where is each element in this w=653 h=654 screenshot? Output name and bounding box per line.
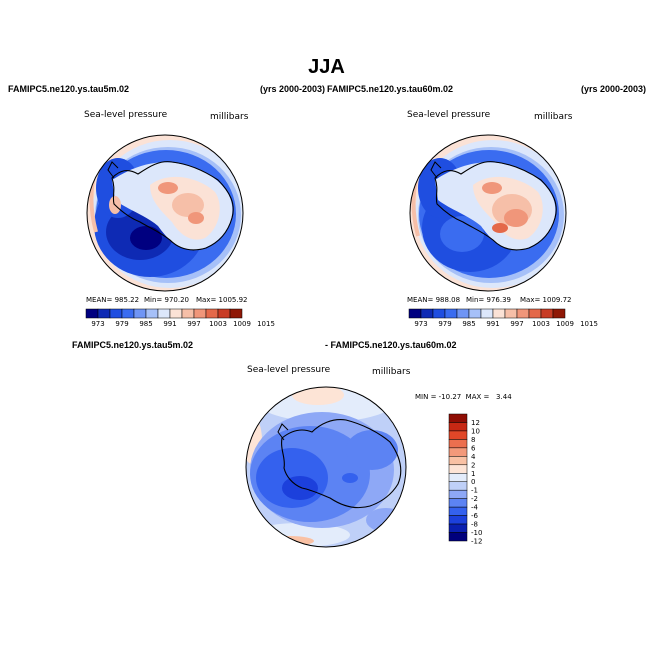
diff-colorbar-swatch [448,439,468,449]
diff-colorbar-swatch [448,532,468,542]
diff-colorbar-tick-label: -4 [471,504,479,512]
left-years-label: (yrs 2000-2003) [260,84,326,94]
left-colorbar-tick-label: 1003 [209,320,227,328]
right-colorbar-tick-label: 985 [462,320,475,328]
diff-colorbar-swatch [448,464,468,474]
right-case-label: FAMIPC5.ne120.ys.tau60m.02 [327,84,454,94]
diff-colorbar-swatch [448,422,468,432]
left-colorbar-swatch [229,308,243,319]
diff-colorbar-tick-label: 10 [471,427,480,435]
right-colorbar-tick-label: 1009 [556,320,574,328]
left-variable-title: Sea-level pressure [84,110,168,120]
right-mean-stat: MEAN= 988.08 [407,296,461,304]
right-max-stat: Max= 1009.72 [520,296,572,304]
diff-colorbar-tick-label: 4 [471,453,476,461]
diff-colorbar-swatch [448,447,468,457]
diff-colorbar-swatch [448,430,468,440]
right-min-stat: Min= 976.39 [466,296,512,304]
diff-colorbar-tick-label: -12 [471,538,482,546]
left-mean-stat: MEAN= 985.22 [86,296,140,304]
diff-case-b-label: - FAMIPC5.ne120.ys.tau60m.02 [325,340,457,350]
left-max-stat: Max= 1005.92 [196,296,248,304]
diff-colorbar-tick-label: -10 [471,529,482,537]
diff-colorbar-swatch [448,413,468,423]
left-case-label: FAMIPC5.ne120.ys.tau5m.02 [8,84,130,94]
left-min-stat: Min= 970.20 [144,296,190,304]
diff-colorbar-tick-label: -2 [471,495,478,503]
left-colorbar-tick-label: 973 [91,320,104,328]
left-colorbar-tick-label: 991 [163,320,176,328]
right-units-label: millibars [534,112,573,122]
diff-colorbar-tick-label: -8 [471,521,478,529]
diff-colorbar-tick-label: -1 [471,487,478,495]
diff-colorbar-tick-label: -6 [471,512,479,520]
diff-colorbar-swatch [448,473,468,482]
page-title: JJA [308,56,345,78]
right-colorbar-tick-label: 997 [510,320,523,328]
right-colorbar-swatch [552,308,566,319]
right-colorbar-tick-label: 979 [438,320,451,328]
left-colorbar-tick-label: 997 [187,320,200,328]
left-colorbar-tick-label: 985 [139,320,152,328]
right-colorbar-tick-label: 1015 [580,320,598,328]
diff-colorbar-tick-label: 0 [471,478,475,486]
diff-variable-title: Sea-level pressure [247,365,331,375]
diff-colorbar-swatch [448,506,468,516]
right-colorbar-tick-label: 991 [486,320,499,328]
diff-colorbar-tick-label: 12 [471,419,480,427]
right-colorbar-tick-label: 973 [414,320,427,328]
right-colorbar-tick-label: 1003 [532,320,550,328]
diff-case-a-label: FAMIPC5.ne120.ys.tau5m.02 [72,340,194,350]
diff-colorbar-swatch [448,515,468,525]
left-units-label: millibars [210,112,249,122]
left-colorbar-tick-label: 979 [115,320,128,328]
diff-colorbar-tick-label: 8 [471,436,475,444]
diff-colorbar-swatch [448,481,468,491]
diff-colorbar-swatch [448,489,468,499]
left-colorbar-tick-label: 1015 [257,320,275,328]
right-variable-title: Sea-level pressure [407,110,491,120]
left-colorbar-tick-label: 1009 [233,320,251,328]
diff-colorbar-swatch [448,456,468,466]
diff-colorbar-tick-label: 2 [471,461,475,469]
diff-minmax-label: MIN = -10.27 MAX = 3.44 [415,393,512,401]
right-years-label: (yrs 2000-2003) [581,84,647,94]
diff-colorbar-swatch [448,498,468,508]
diff-colorbar-tick-label: 1 [471,470,475,478]
diff-units-label: millibars [372,367,411,377]
diff-colorbar-swatch [448,523,468,533]
diff-colorbar-tick-label: 6 [471,444,476,452]
